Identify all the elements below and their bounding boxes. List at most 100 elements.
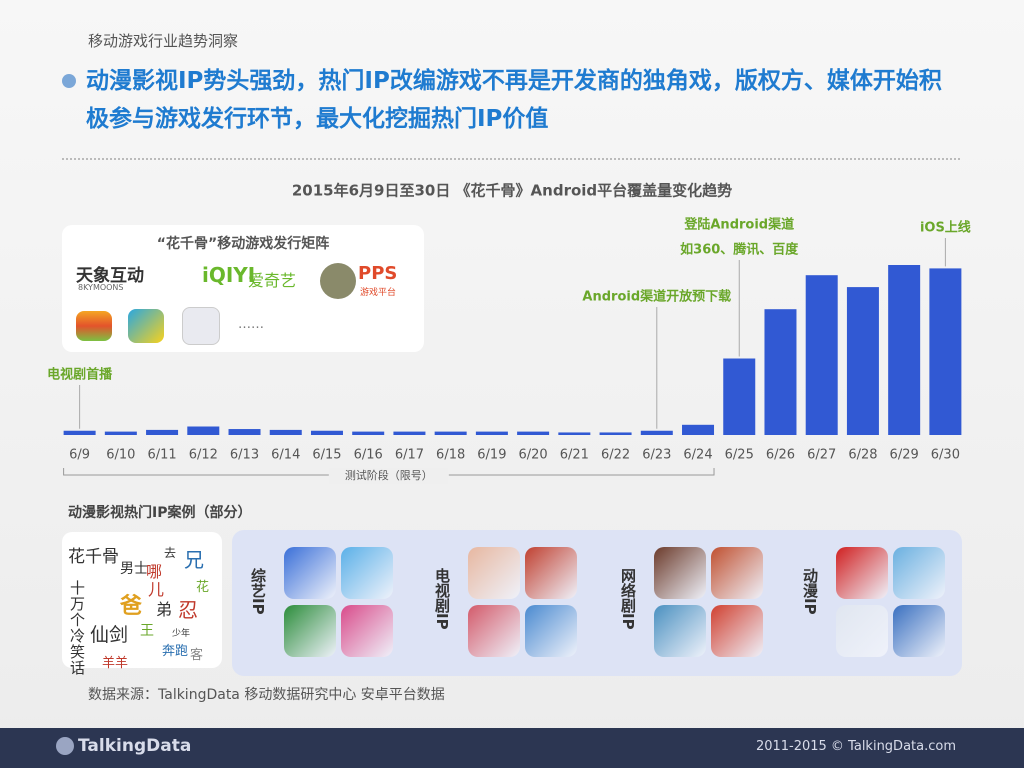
bar — [63, 430, 96, 435]
app-icon — [654, 605, 706, 657]
bar — [269, 429, 302, 435]
bar — [846, 287, 879, 435]
cloud-word: 去 — [164, 546, 177, 560]
bar — [805, 275, 838, 435]
ip-group-label: 网络剧IP — [619, 568, 637, 630]
cloud-word: 儿 — [148, 580, 165, 599]
cloud-word: 少年 — [172, 629, 191, 639]
app-icon — [284, 605, 336, 657]
cloud-word: 哪 — [146, 562, 163, 581]
bullet — [62, 74, 76, 88]
cloud-word: 羊羊 — [102, 656, 129, 671]
app-icon — [893, 547, 945, 599]
chart: 2015年6月9日至30日 《花千骨》Android平台覆盖量变化趋势 6/9 6… — [47, 182, 971, 484]
app-icon — [341, 547, 393, 599]
bar — [475, 431, 508, 435]
x-tick-label: 6/12 — [189, 448, 218, 463]
x-tick-label: 6/21 — [560, 448, 589, 463]
bar — [682, 424, 715, 435]
app-icon — [893, 605, 945, 657]
source: 数据来源：TalkingData 移动数据研究中心 安卓平台数据 — [88, 687, 445, 703]
x-tick-label: 6/19 — [477, 448, 506, 463]
x-tick-label: 6/25 — [725, 448, 754, 463]
bar — [558, 432, 591, 435]
bar — [434, 431, 467, 435]
app-icon — [525, 605, 577, 657]
phase-label-bg — [328, 468, 449, 484]
logo-text: 天象互动 — [76, 266, 144, 286]
app-icon — [76, 311, 112, 341]
logo-icon — [320, 263, 356, 299]
matrix-title: “花千骨”移动游戏发行矩阵 — [156, 236, 330, 252]
x-tick-label: 6/24 — [683, 448, 712, 463]
logo-text: 8KYMOONS — [78, 283, 124, 292]
ip-title: 动漫影视热门IP案例（部分） — [68, 505, 252, 521]
app-icon — [128, 309, 164, 343]
cloud-word: 客 — [190, 648, 204, 663]
x-tick-label: 6/17 — [395, 448, 424, 463]
brand: TalkingData — [78, 736, 192, 756]
x-tick-label: 6/22 — [601, 448, 630, 463]
x-tick-label: 6/14 — [271, 448, 300, 463]
cloud-word: 奔跑 — [162, 644, 189, 659]
cloud-word: 花千骨 — [68, 547, 119, 567]
annotation: Android渠道开放预下载 — [582, 289, 731, 305]
bar — [104, 431, 137, 435]
bar — [310, 430, 343, 435]
bar — [517, 431, 550, 435]
cloud-word: 王 — [140, 623, 154, 639]
cloud-word: 爸 — [120, 594, 143, 619]
app-icon — [525, 547, 577, 599]
cloud-word: 兄 — [184, 548, 204, 572]
bar — [146, 429, 179, 435]
app-icon — [711, 547, 763, 599]
bar — [640, 430, 673, 435]
x-tick-label: 6/20 — [519, 448, 548, 463]
phase-label: 测试阶段（限号） — [345, 468, 433, 482]
cloud-word: 花 — [196, 580, 210, 595]
x-tick-label: 6/13 — [230, 448, 259, 463]
logo-text: 游戏平台 — [360, 288, 397, 298]
x-tick-label: 6/23 — [642, 448, 671, 463]
cloud-word: 弟 — [156, 600, 173, 619]
bar — [929, 268, 962, 435]
annotation: 登陆Android渠道 — [683, 217, 794, 233]
x-tick-label: 6/10 — [106, 448, 135, 463]
word-cloud: 花千骨 男士 兄哪儿爸弟忍仙剑 十万个冷笑话 羊羊 奔跑王 去花客 少年 — [62, 532, 222, 676]
divider — [62, 158, 960, 160]
copyright: 2011-2015 © TalkingData.com — [755, 739, 956, 754]
app-icon — [284, 547, 336, 599]
more: …… — [238, 317, 264, 332]
logo-text: iQIYI — [202, 263, 256, 287]
logo-mark — [56, 737, 74, 755]
x-tick-label: 6/29 — [890, 448, 919, 463]
x-tick-label: 6/30 — [931, 448, 960, 463]
matrix-box: “花千骨”移动游戏发行矩阵 天象互动 8KYMOONS iQIYI 爱奇艺 PP… — [62, 225, 424, 352]
chart-title: 2015年6月9日至30日 《花千骨》Android平台覆盖量变化趋势 — [292, 182, 732, 200]
logo-text: PPS — [358, 263, 398, 284]
footer: TalkingData 2011-2015 © TalkingData.com — [0, 728, 1024, 768]
ip-group-label: 综艺IP — [249, 568, 267, 615]
x-tick-label: 6/26 — [766, 448, 795, 463]
app-icon — [468, 605, 520, 657]
annotation: iOS上线 — [920, 220, 971, 236]
x-tick-label: 6/9 — [69, 448, 90, 463]
x-tick-label: 6/15 — [312, 448, 341, 463]
app-icon — [341, 605, 393, 657]
bar — [228, 429, 261, 435]
cloud-word: 仙剑 — [90, 624, 129, 646]
app-icon — [836, 605, 888, 657]
ip-group-label: 电视剧IP — [433, 568, 451, 630]
headline: 动漫影视IP势头强劲，热门IP改编游戏不再是开发商的独角戏，版权方、媒体开始积极… — [86, 68, 942, 132]
section-title: 移动游戏行业趋势洞察 — [88, 32, 239, 50]
ip-box: 综艺IP 电视剧IP 网络剧IP 动漫IP — [232, 530, 962, 676]
bar — [888, 265, 921, 435]
logo-text: 爱奇艺 — [248, 271, 297, 290]
x-tick-label: 6/11 — [147, 448, 176, 463]
app-icon — [836, 547, 888, 599]
ip-group-label: 动漫IP — [801, 568, 819, 615]
bar — [723, 358, 756, 435]
bar — [393, 431, 426, 435]
x-tick-label: 6/16 — [354, 448, 383, 463]
